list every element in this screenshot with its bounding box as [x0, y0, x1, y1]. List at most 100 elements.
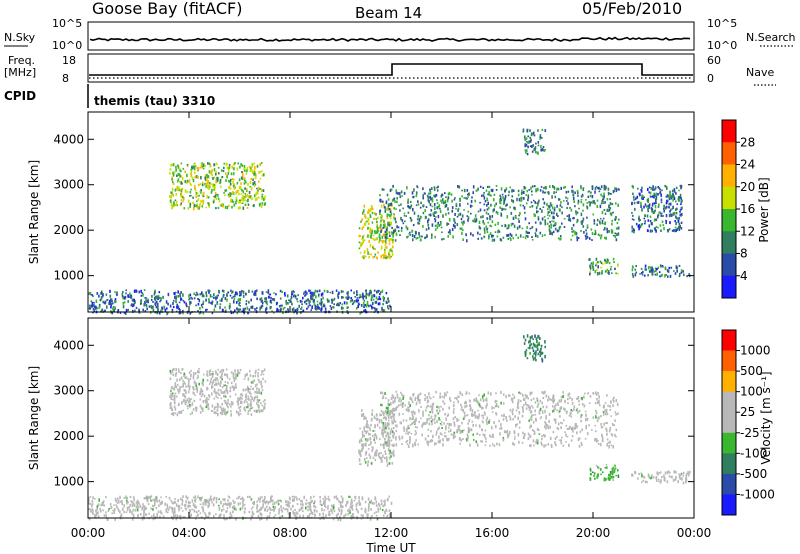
- data-cell: [241, 164, 244, 167]
- data-cell: [635, 271, 638, 274]
- data-cell: [171, 393, 173, 397]
- data-cell: [254, 374, 257, 378]
- data-cell: [389, 238, 391, 241]
- data-cell: [164, 502, 166, 506]
- data-cell: [657, 473, 659, 476]
- data-cell: [157, 305, 159, 309]
- data-cell: [313, 302, 316, 306]
- data-cell: [152, 305, 154, 309]
- data-cell: [202, 378, 204, 383]
- data-cell: [516, 197, 518, 202]
- data-cell: [607, 441, 610, 444]
- data-cell: [140, 300, 142, 304]
- data-cell: [592, 267, 595, 271]
- data-cell: [581, 222, 583, 225]
- data-cell: [171, 409, 174, 412]
- data-cell: [392, 238, 394, 242]
- data-cell: [667, 206, 670, 208]
- cpid-value: themis (tau) 3310: [94, 94, 215, 108]
- data-cell: [429, 195, 432, 200]
- data-cell: [112, 309, 115, 312]
- data-cell: [375, 218, 378, 220]
- data-cell: [602, 217, 605, 220]
- data-cell: [608, 271, 610, 275]
- data-cell: [406, 186, 408, 190]
- data-cell: [371, 237, 373, 240]
- data-cell: [160, 299, 162, 302]
- data-cell: [358, 227, 361, 230]
- data-cell: [114, 291, 116, 293]
- data-cell: [463, 220, 465, 224]
- data-cell: [365, 292, 368, 296]
- data-cell: [654, 267, 657, 269]
- data-cell: [580, 186, 582, 190]
- data-cell: [191, 165, 193, 169]
- data-cell: [457, 186, 459, 188]
- data-cell: [445, 417, 447, 421]
- data-cell: [406, 227, 409, 231]
- data-cell: [114, 298, 117, 300]
- data-cell: [131, 505, 134, 508]
- data-cell: [280, 304, 282, 307]
- data-cell: [198, 370, 200, 374]
- data-cell: [631, 265, 634, 268]
- data-cell: [383, 297, 385, 300]
- data-cell: [518, 198, 521, 202]
- data-cell: [389, 436, 391, 439]
- data-cell: [162, 295, 164, 299]
- data-cell: [239, 393, 242, 396]
- data-cell: [195, 204, 198, 208]
- data-cell: [178, 371, 181, 373]
- data-cell: [503, 430, 506, 434]
- data-cell: [432, 212, 435, 216]
- data-cell: [257, 409, 259, 412]
- data-cell: [507, 194, 510, 197]
- data-cell: [320, 306, 323, 308]
- data-cell: [366, 293, 369, 296]
- data-cell: [229, 192, 231, 195]
- data-cell: [611, 219, 613, 222]
- data-cell: [246, 190, 248, 192]
- data-cell: [255, 197, 258, 201]
- data-cell: [569, 425, 571, 429]
- data-cell: [679, 209, 682, 211]
- data-cell: [535, 189, 537, 193]
- data-cell: [225, 388, 227, 392]
- data-cell: [385, 200, 388, 203]
- data-cell: [532, 439, 535, 443]
- data-cell: [266, 510, 269, 512]
- data-cell: [589, 201, 591, 205]
- data-cell: [184, 180, 187, 183]
- data-cell: [381, 239, 383, 243]
- data-cell: [382, 200, 384, 203]
- data-cell: [467, 196, 469, 198]
- data-cell: [366, 220, 368, 223]
- data-cell: [508, 415, 511, 418]
- data-cell: [253, 185, 256, 188]
- data-cell: [171, 501, 174, 505]
- data-cell: [665, 201, 668, 205]
- freq-panel-frame: [87, 53, 695, 83]
- data-cell: [237, 308, 240, 312]
- data-cell: [573, 200, 575, 204]
- data-cell: [374, 308, 377, 312]
- data-cell: [485, 397, 488, 401]
- data-cell: [127, 295, 129, 298]
- data-cell: [220, 397, 223, 400]
- data-cell: [291, 290, 293, 294]
- data-cell: [448, 422, 451, 426]
- data-cell: [363, 299, 366, 302]
- data-cell: [544, 129, 547, 132]
- data-cell: [337, 296, 340, 299]
- data-cell: [392, 407, 394, 411]
- data-cell: [234, 377, 236, 381]
- data-cell: [658, 271, 661, 273]
- data-cell: [124, 311, 127, 315]
- data-cell: [121, 294, 124, 298]
- data-cell: [674, 220, 676, 223]
- data-cell: [150, 515, 153, 518]
- data-cell: [505, 187, 508, 191]
- data-cell: [606, 208, 609, 212]
- data-cell: [304, 290, 307, 294]
- data-cell: [98, 305, 101, 309]
